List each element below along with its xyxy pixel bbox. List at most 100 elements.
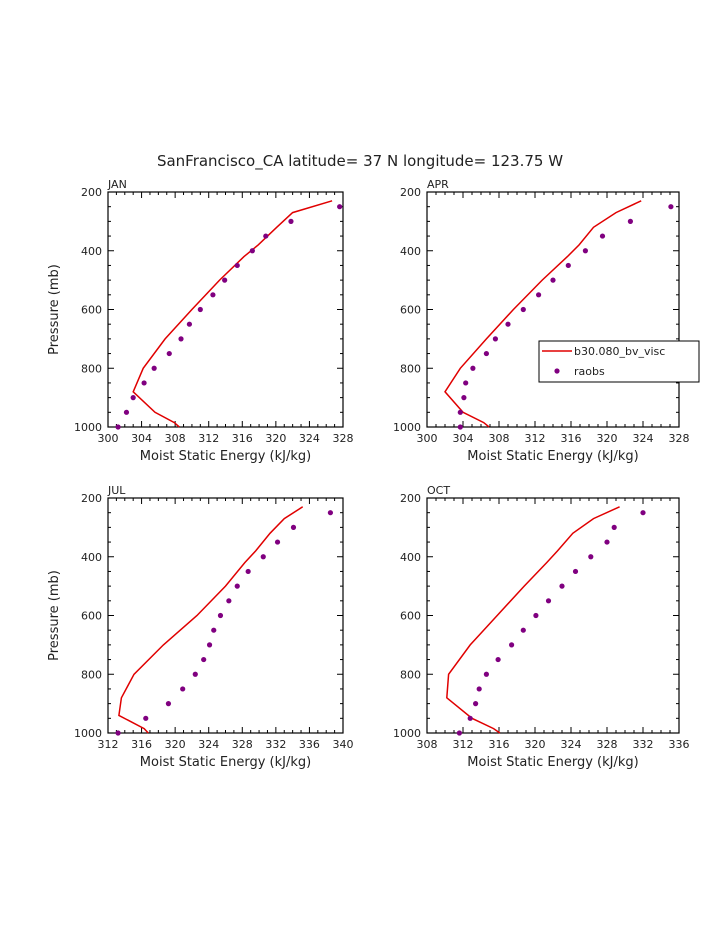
plot-frame <box>107 497 344 734</box>
x-tick-label: 304 <box>131 432 152 445</box>
y-tick-label: 1000 <box>74 727 102 740</box>
x-tick-label: 312 <box>198 432 219 445</box>
x-tick-label: 328 <box>333 432 354 445</box>
model-line <box>118 506 304 734</box>
x-tick-label: 304 <box>453 432 474 445</box>
y-tick-label: 400 <box>400 245 421 258</box>
raobs-point <box>288 218 294 224</box>
raobs-point <box>483 350 489 357</box>
raobs-point <box>260 554 266 560</box>
raobs-point <box>337 204 343 210</box>
raobs-point <box>533 612 539 619</box>
raobs-point <box>536 292 542 298</box>
model-line <box>444 200 642 428</box>
raobs-point <box>604 539 610 545</box>
panel-label: JAN <box>107 178 127 191</box>
raobs-point <box>588 554 594 560</box>
panel-label: OCT <box>427 484 450 497</box>
y-tick-label: 200 <box>400 186 421 199</box>
y-tick-label: 1000 <box>393 421 421 434</box>
raobs-point <box>180 686 186 692</box>
y-tick-label: 600 <box>400 304 421 317</box>
raobs-point <box>492 336 498 342</box>
y-axis-label: Pressure (mb) <box>47 264 62 355</box>
raobs-point <box>599 233 606 239</box>
x-tick-label: 324 <box>561 738 582 751</box>
raobs-point <box>483 671 489 677</box>
x-tick-label: 308 <box>489 432 510 445</box>
raobs-point <box>473 701 479 707</box>
y-tick-label: 400 <box>81 551 102 564</box>
raobs-point <box>178 336 184 342</box>
raobs-point <box>263 233 269 239</box>
y-tick-label: 200 <box>81 492 102 505</box>
raobs-point <box>476 686 482 692</box>
x-axis-label: Moist Static Energy (kJ/kg) <box>140 449 311 464</box>
x-tick-label: 316 <box>131 738 152 751</box>
y-tick-label: 1000 <box>74 421 102 434</box>
raobs-point <box>545 598 552 604</box>
raobs-point <box>565 262 571 269</box>
x-tick-label: 316 <box>561 432 582 445</box>
panel-label: JUL <box>107 484 126 497</box>
y-tick-label: 600 <box>81 610 102 623</box>
raobs-point <box>234 583 240 589</box>
raobs-point <box>217 612 224 619</box>
raobs-point <box>211 627 217 633</box>
x-tick-label: 320 <box>265 432 286 445</box>
raobs-point <box>115 730 121 736</box>
raobs-point <box>461 395 467 401</box>
raobs-point <box>509 642 515 648</box>
plot-frame <box>107 191 344 428</box>
raobs-point <box>559 583 565 589</box>
x-axis-label: Moist Static Energy (kJ/kg) <box>467 449 638 464</box>
raobs-point <box>572 568 579 575</box>
raobs-point <box>222 277 228 283</box>
raobs-point <box>234 262 240 269</box>
x-tick-label: 328 <box>232 738 253 751</box>
plot-frame <box>426 191 680 428</box>
x-tick-label: 320 <box>165 738 186 751</box>
legend-box <box>538 340 700 383</box>
raobs-point <box>582 248 589 254</box>
raobs-point <box>550 277 556 283</box>
raobs-point <box>245 568 251 575</box>
y-tick-label: 800 <box>81 668 102 681</box>
raobs-point <box>668 204 674 210</box>
raobs-point <box>627 218 634 224</box>
panel-oct: OCT 308 312 316 320 324 328 332 336 200 400 600 800 1… <box>393 484 690 770</box>
raobs-point <box>640 510 646 516</box>
raobs-point <box>470 365 476 371</box>
x-tick-label: 312 <box>525 432 546 445</box>
x-tick-label: 312 <box>98 738 119 751</box>
raobs-point <box>130 395 136 401</box>
x-tick-label: 316 <box>232 432 253 445</box>
panel-jul: JUL 312 316 320 324 328 332 336 340 200 400 600 800 1… <box>47 484 354 770</box>
raobs-point <box>123 409 130 415</box>
raobs-point <box>143 715 149 721</box>
x-axis-label: Moist Static Energy (kJ/kg) <box>140 755 311 770</box>
y-axis-label: Pressure (mb) <box>47 570 62 661</box>
raobs-point <box>197 306 203 313</box>
y-tick-label: 600 <box>81 304 102 317</box>
x-tick-label: 300 <box>98 432 119 445</box>
x-tick-label: 320 <box>597 432 618 445</box>
raobs-point <box>327 510 334 516</box>
raobs-point <box>201 656 207 663</box>
x-tick-label: 316 <box>489 738 510 751</box>
x-tick-label: 324 <box>198 738 219 751</box>
x-tick-label: 308 <box>417 738 438 751</box>
x-tick-label: 324 <box>299 432 320 445</box>
model-line <box>132 200 333 428</box>
x-axis-label: Moist Static Energy (kJ/kg) <box>467 755 638 770</box>
y-tick-label: 600 <box>400 610 421 623</box>
y-tick-label: 400 <box>400 551 421 564</box>
raobs-point <box>165 701 172 707</box>
figure-title: SanFrancisco_CA latitude= 37 N longitude… <box>157 152 563 171</box>
x-tick-label: 328 <box>597 738 618 751</box>
x-tick-label: 328 <box>669 432 690 445</box>
raobs-point <box>467 715 473 721</box>
raobs-point <box>495 656 501 663</box>
raobs-point <box>274 539 281 545</box>
